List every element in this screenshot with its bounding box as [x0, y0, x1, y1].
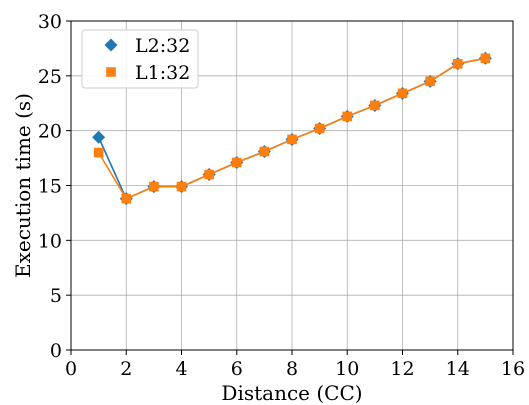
x-tick-label: 12: [390, 358, 414, 380]
data-point-l1-32: [397, 88, 408, 99]
legend: L2:32 L1:32: [81, 29, 199, 89]
legend-label-l2-32: L2:32: [135, 35, 190, 57]
data-point-l1-32: [176, 181, 187, 192]
data-point-l1-32: [287, 134, 297, 145]
series-layer: [92, 51, 492, 206]
legend-label-l1-32: L1:32: [135, 62, 190, 84]
data-point-l1-32: [425, 76, 435, 87]
x-tick-label: 6: [231, 358, 243, 380]
x-tick-label: 0: [65, 358, 77, 380]
legend-marker-l2-32: [104, 38, 118, 52]
data-point-l1-32: [314, 123, 325, 134]
tick-layer: 0 2 4 6 8 10 12 14 16 0 5 10 15 20 25 30: [38, 11, 525, 380]
data-point-l1-32: [342, 111, 353, 122]
y-tick-label: 20: [38, 121, 62, 143]
y-tick-label: 25: [38, 66, 62, 88]
y-tick-label: 30: [38, 11, 62, 33]
data-point-l1-32: [204, 169, 214, 180]
data-point-l1-32: [231, 157, 242, 168]
x-axis-title: Distance (CC): [221, 381, 362, 405]
y-tick-label: 15: [38, 176, 62, 198]
legend-marker-l1-32: [106, 67, 116, 77]
x-tick-label: 4: [175, 358, 187, 380]
grid: [70, 20, 514, 351]
x-tick-label: 16: [501, 358, 525, 380]
data-point-l1-32: [370, 100, 380, 111]
data-point-l2-32: [92, 130, 106, 144]
y-tick-label: 5: [50, 285, 62, 307]
x-tick-label: 10: [335, 358, 359, 380]
data-point-l1-32: [480, 53, 491, 64]
y-tick-label: 10: [38, 230, 62, 252]
x-tick-label: 2: [120, 358, 132, 380]
x-tick-label: 8: [286, 358, 298, 380]
data-point-l1-32: [149, 181, 159, 192]
data-point-l1-32: [452, 58, 463, 69]
y-tick-label: 0: [50, 340, 62, 362]
data-point-l1-32: [259, 146, 270, 157]
x-tick-label: 14: [446, 358, 470, 380]
data-point-l1-32: [93, 147, 104, 158]
data-point-l1-32: [121, 193, 132, 204]
y-axis-title: Execution time (s): [11, 93, 35, 278]
